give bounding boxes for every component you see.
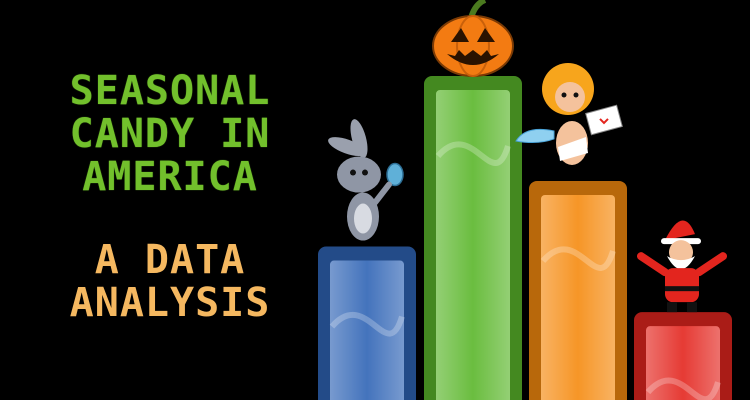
title-line-3: AMERICA (82, 154, 258, 200)
subtitle-block: A DATA ANALYSIS (50, 239, 290, 325)
bar-shine (541, 194, 615, 400)
bar-3 (634, 312, 732, 400)
bar-wave (540, 246, 616, 271)
subtitle-line-2: ANALYSIS (69, 280, 271, 326)
bar-shine (330, 260, 404, 400)
subtitle-line-1: A DATA (94, 237, 246, 283)
bar-shine (646, 326, 720, 400)
bar-wave (329, 311, 405, 337)
title-line-1: SEASONAL (69, 68, 271, 114)
bar-wave (645, 377, 721, 400)
bar-0 (318, 246, 416, 400)
title-block: SEASONAL CANDY IN AMERICA A DATA ANALYSI… (50, 70, 290, 325)
bar-1 (424, 76, 522, 400)
cupid-icon (515, 62, 623, 165)
bunny-icon (328, 119, 404, 241)
pumpkin-icon (432, 0, 514, 77)
bars-group (318, 76, 732, 400)
bar-wave (435, 141, 511, 166)
title-line-2: CANDY IN (69, 111, 271, 157)
bar-chart (318, 0, 732, 400)
bar-2 (529, 180, 627, 400)
santa-icon (637, 220, 727, 313)
bar-shine (436, 90, 510, 400)
icons-group (328, 0, 727, 313)
